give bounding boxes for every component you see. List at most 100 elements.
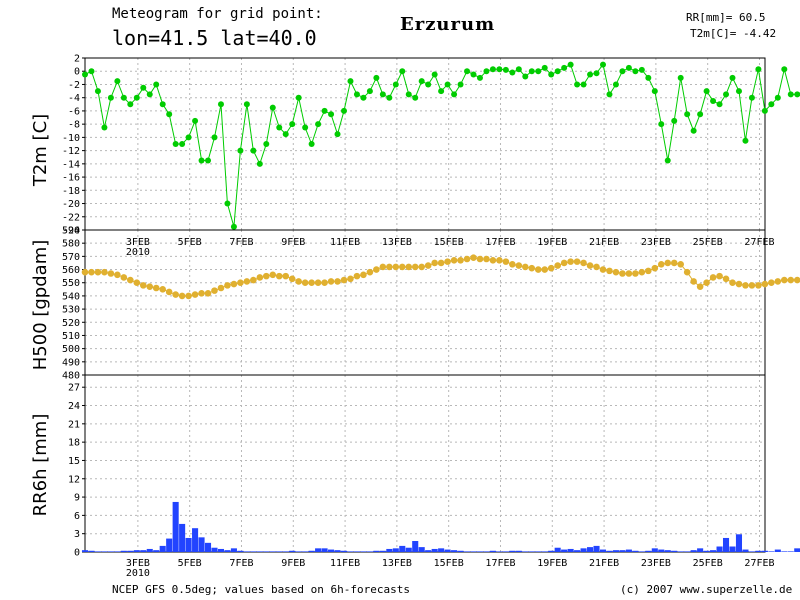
h500-point	[269, 271, 277, 279]
t2m-point	[405, 91, 412, 98]
rr6h-bar	[127, 550, 134, 552]
date-label: 15FEB	[434, 237, 464, 248]
h500-point	[722, 275, 730, 283]
rr6h-bar	[794, 548, 800, 552]
y-tick-label: 15	[68, 456, 80, 467]
rr6h-bar	[587, 547, 594, 552]
y-tick-label: -6	[68, 106, 80, 117]
t2m-point	[794, 91, 800, 98]
t2m-point	[192, 117, 199, 124]
t2m-point	[101, 124, 108, 131]
rr6h-bar	[567, 548, 574, 552]
h500-point	[353, 272, 361, 280]
h500-point	[224, 282, 231, 289]
rr6h-bar	[204, 542, 212, 552]
y-tick-label: -12	[62, 146, 80, 157]
h500-point	[373, 266, 380, 273]
date-label: 17FEB	[485, 237, 515, 248]
t2m-point	[541, 64, 548, 71]
h500-point	[308, 279, 315, 287]
t2m-point	[412, 94, 419, 101]
rr6h-bar	[101, 551, 108, 552]
h500-point	[625, 270, 633, 277]
rr6h-bar	[574, 550, 581, 552]
rr6h-bar	[476, 551, 484, 552]
h500-point	[88, 268, 95, 276]
y-tick-label: 27	[68, 383, 80, 394]
h500-point	[670, 259, 678, 267]
t2m-point	[787, 91, 794, 98]
h500-point	[560, 259, 568, 267]
h500-point	[554, 262, 561, 269]
t2m-point	[528, 68, 535, 75]
rr6h-bar	[528, 551, 535, 552]
t2m-point	[107, 94, 114, 101]
rr6h-bar	[334, 550, 341, 552]
t2m-point	[217, 101, 224, 108]
t2m-point	[690, 127, 697, 134]
t2m-point	[282, 131, 289, 138]
rr6h-bar	[457, 550, 464, 552]
y-tick-label: 3	[74, 529, 80, 540]
rr6h-bar	[289, 550, 296, 552]
h500-point	[172, 291, 179, 298]
panel-3: 27 24 21 18 15 12 9 6 3 0 RR6h [mm]	[30, 374, 800, 559]
rr6h-bar	[263, 551, 270, 552]
h500-point	[230, 280, 238, 288]
h500-point	[314, 279, 322, 287]
t2m-point	[664, 157, 671, 164]
h500-point	[159, 286, 166, 293]
rr6h-bar	[340, 550, 348, 552]
t2m-point	[153, 81, 160, 88]
rr6h-bar	[412, 541, 419, 552]
h500-point	[755, 282, 762, 289]
t2m-point	[522, 73, 529, 80]
t2m-point	[140, 84, 147, 91]
y-tick-label: 480	[62, 371, 80, 382]
rr6h-bar	[509, 550, 516, 552]
t2m-point	[392, 81, 399, 88]
date-label: 27FEB	[744, 237, 774, 248]
h500-point	[204, 289, 212, 297]
header-title: Meteogram for grid point:	[112, 6, 323, 22]
h500-point	[761, 280, 769, 288]
h500-point	[612, 268, 620, 276]
rr6h-bar	[761, 550, 768, 552]
h500-point	[547, 264, 555, 272]
rr6h-bar	[133, 550, 140, 552]
rr6h-bar	[315, 548, 322, 552]
h500-point	[437, 259, 445, 267]
rr6h-bar	[256, 551, 263, 552]
h500-point	[340, 276, 348, 284]
y-tick-label: 580	[62, 239, 80, 250]
date-label: 19FEB	[537, 558, 567, 569]
t2m-point	[366, 88, 373, 95]
t2m-point	[444, 81, 451, 88]
h500-point	[444, 258, 451, 265]
t2m-point	[496, 66, 503, 73]
rr6h-bar	[418, 547, 425, 552]
rr6h-bar	[710, 550, 717, 552]
h500-point	[586, 262, 594, 269]
rr6h-bar	[677, 551, 684, 552]
h500-point	[638, 268, 646, 276]
t2m-point	[88, 68, 95, 75]
y-tick-label: 500	[62, 344, 80, 355]
t2m-point	[308, 141, 315, 147]
date-label: 27FEB	[744, 558, 774, 569]
rr6h-bar	[632, 550, 639, 552]
rr6h-bar	[192, 528, 199, 552]
y-tick-label: 550	[62, 278, 80, 289]
rr6h-bar	[748, 551, 755, 552]
date-label: 5FEB	[178, 558, 202, 569]
t2m-point	[470, 71, 477, 78]
h500-point	[94, 268, 102, 276]
date-label: 19FEB	[537, 237, 567, 248]
t2m-point	[677, 74, 684, 81]
rr6h-bar	[399, 545, 406, 552]
t2m-point	[295, 94, 302, 101]
h500-point	[81, 268, 89, 276]
rr6h-bar	[276, 551, 283, 552]
t2m-point	[509, 69, 516, 76]
y-tick-label: 490	[62, 357, 80, 368]
